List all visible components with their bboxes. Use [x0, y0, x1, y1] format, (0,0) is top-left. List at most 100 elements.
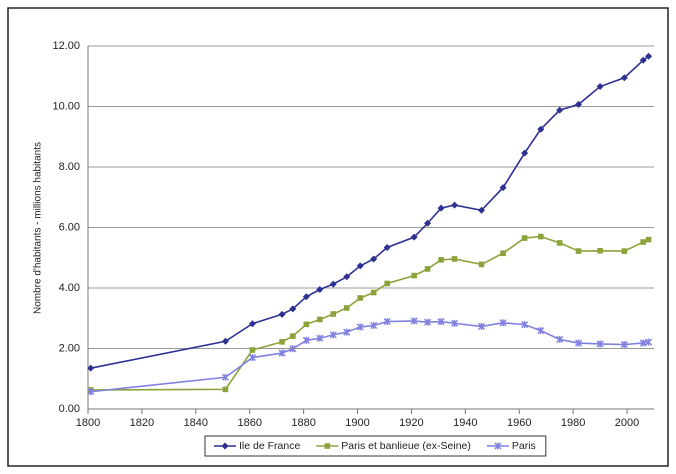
marker — [538, 233, 544, 240]
marker — [289, 345, 297, 353]
marker — [410, 317, 418, 325]
marker — [451, 319, 459, 327]
marker — [645, 236, 652, 243]
marker — [343, 328, 351, 336]
x-tick-label: 1940 — [453, 417, 477, 429]
marker — [556, 106, 564, 114]
marker — [384, 280, 390, 287]
marker — [383, 243, 391, 251]
marker — [329, 331, 337, 339]
legend-label: Paris et banlieue (ex-Seine) — [341, 440, 471, 452]
marker — [620, 74, 628, 82]
x-tick-label: 2000 — [615, 417, 639, 429]
marker — [370, 321, 378, 330]
marker — [438, 257, 444, 263]
marker — [575, 248, 582, 254]
legend-item: Ile de France — [214, 440, 300, 452]
marker — [249, 347, 256, 353]
x-tick-label: 1900 — [345, 417, 369, 429]
marker — [645, 52, 653, 60]
marker — [343, 305, 350, 311]
marker — [451, 201, 459, 209]
marker — [221, 337, 229, 345]
marker — [383, 318, 391, 326]
series-line — [90, 55, 650, 369]
marker — [343, 273, 351, 281]
legend-label: Paris — [512, 440, 536, 452]
legend-label: Ile de France — [239, 440, 300, 452]
marker — [248, 320, 256, 328]
marker — [620, 341, 628, 349]
marker — [221, 373, 229, 381]
marker — [575, 100, 583, 108]
marker — [537, 327, 545, 335]
y-axis-label: Nombre d'habitants - millions habitants — [33, 142, 44, 314]
marker — [303, 321, 310, 328]
marker — [499, 319, 507, 327]
marker — [316, 286, 324, 294]
legend-item: Paris — [486, 440, 536, 452]
marker — [500, 250, 506, 257]
marker — [596, 340, 604, 348]
legend-item: Paris et banlieue (ex-Seine) — [316, 440, 471, 452]
marker — [248, 354, 256, 362]
marker — [410, 233, 418, 241]
marker — [222, 386, 229, 393]
legend-marker — [221, 442, 229, 450]
marker — [356, 323, 364, 331]
marker — [302, 336, 310, 344]
marker — [87, 388, 95, 396]
marker — [499, 184, 507, 192]
marker — [621, 248, 628, 254]
marker — [478, 261, 485, 268]
marker — [87, 364, 95, 372]
marker — [370, 255, 378, 263]
marker — [329, 280, 337, 288]
y-tick-label: 6.00 — [59, 221, 80, 233]
marker — [521, 235, 528, 241]
marker — [330, 311, 337, 317]
x-tick-label: 1980 — [561, 417, 585, 429]
x-tick-label: 1880 — [291, 417, 315, 429]
x-tick-label: 1820 — [130, 417, 154, 429]
y-tick-label: 10.00 — [52, 100, 80, 112]
marker — [279, 339, 285, 345]
marker — [639, 339, 647, 347]
marker — [357, 295, 364, 301]
marker — [437, 318, 445, 326]
marker — [302, 293, 310, 301]
marker — [478, 206, 486, 214]
x-tick-label: 1860 — [237, 417, 261, 429]
y-tick-label: 2.00 — [59, 342, 80, 354]
marker — [370, 289, 377, 296]
marker — [424, 219, 432, 227]
legend-box — [204, 435, 547, 457]
marker — [437, 204, 445, 212]
marker — [639, 56, 647, 64]
marker — [278, 349, 286, 357]
marker — [556, 240, 563, 246]
marker — [640, 239, 647, 245]
marker — [521, 321, 529, 329]
marker — [424, 266, 431, 272]
marker — [477, 322, 486, 330]
y-tick-label: 12.00 — [52, 40, 80, 52]
marker — [316, 316, 323, 323]
marker — [289, 305, 297, 313]
x-tick-label: 1920 — [399, 417, 423, 429]
x-tick-label: 1840 — [184, 417, 208, 429]
marker — [278, 310, 286, 318]
marker — [424, 318, 432, 326]
marker — [537, 125, 545, 133]
marker — [316, 334, 324, 342]
marker — [597, 247, 603, 254]
marker — [556, 335, 564, 343]
marker — [596, 83, 604, 91]
marker — [451, 256, 458, 262]
x-tick-label: 1800 — [76, 417, 100, 429]
marker — [411, 272, 417, 279]
marker — [290, 333, 296, 339]
x-tick-label: 1960 — [507, 417, 531, 429]
y-tick-label: 8.00 — [59, 161, 80, 173]
